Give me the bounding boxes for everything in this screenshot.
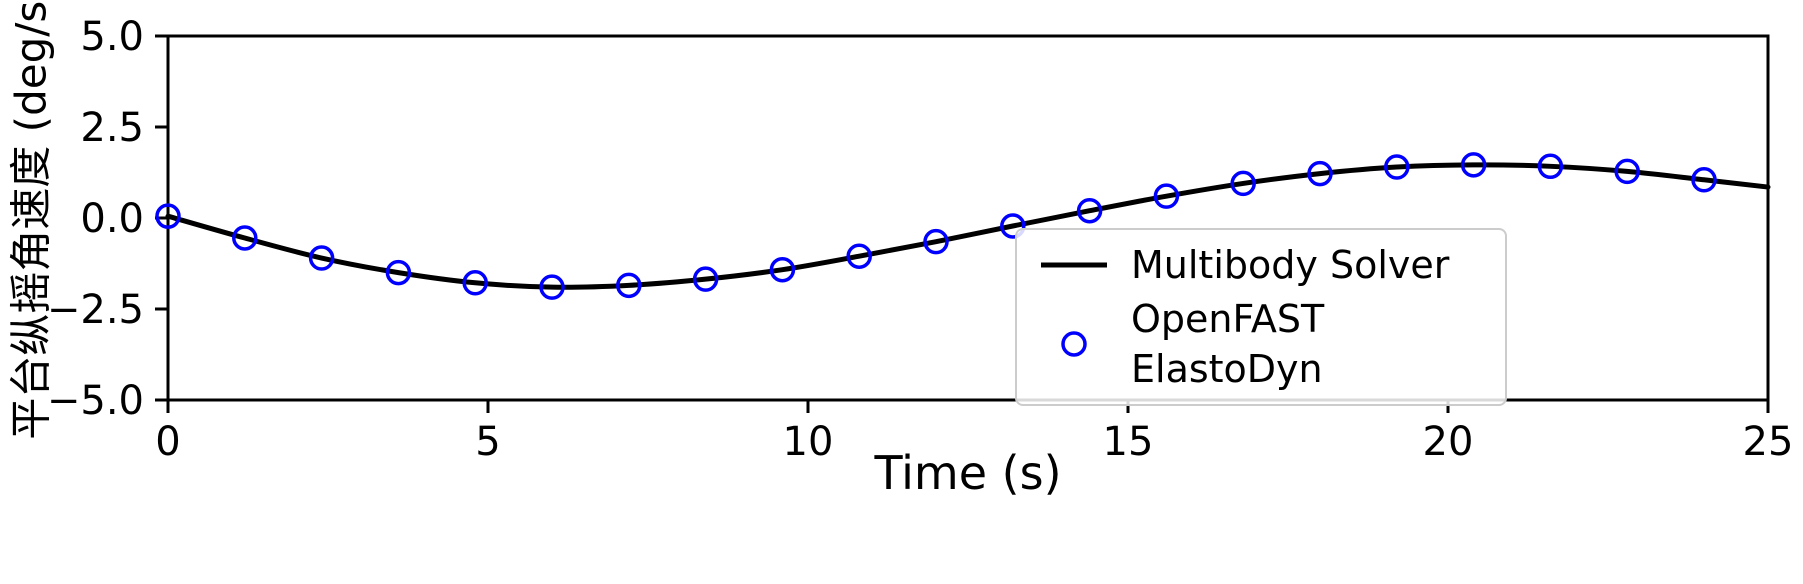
openfast-elastodyn-marker [1000,213,1026,239]
openfast-elastodyn-marker [462,270,488,296]
openfast-elastodyn-marker [846,243,872,269]
openfast-elastodyn-marker [1460,152,1487,178]
x-tick-label: 25 [1743,419,1794,465]
blue-open-circle-marker-swatch [1061,331,1087,357]
legend-item-multibody-solver: Multibody Solver [1037,240,1485,290]
openfast-elastodyn-marker [1153,183,1180,209]
y-tick-label: 5.0 [80,14,144,60]
legend-label-multibody-solver: Multibody Solver [1131,243,1450,287]
x-tick-label: 20 [1423,419,1474,465]
openfast-elastodyn-marker [1691,167,1717,193]
openfast-elastodyn-marker [1230,170,1256,197]
openfast-elastodyn-marker [769,256,796,283]
openfast-elastodyn-marker [1076,197,1103,224]
legend-label-openfast-elastodyn: OpenFAST ElastoDyn [1131,297,1325,391]
legend: Multibody Solver OpenFAST ElastoDyn [1015,228,1507,406]
openfast-elastodyn-marker [155,203,181,229]
multibody-solver-line [165,162,1771,290]
openfast-elastodyn-marker [1537,153,1564,180]
y-tick-label: 0.0 [80,196,144,242]
y-axis-label: 平台纵摇角速度 (deg/s) [6,0,56,440]
openfast-elastodyn-marker [1614,158,1640,185]
y-tick-label: −2.5 [47,287,144,333]
x-tick-label: 5 [475,419,500,465]
legend-item-openfast-elastodyn: OpenFAST ElastoDyn [1037,294,1485,394]
x-axis-label: Time (s) [874,446,1062,500]
y-tick-label: 2.5 [80,105,144,151]
openfast-elastodyn-marker [539,274,565,300]
openfast-elastodyn-marker [308,245,335,271]
openfast-elastodyn-marker [616,272,642,299]
black-line-swatch [1041,262,1107,268]
openfast-elastodyn-marker [1384,154,1410,180]
x-tick-label: 10 [783,419,834,465]
axes-frame [166,34,1770,402]
openfast-elastodyn-marker [923,228,949,255]
y-tick-label: −5.0 [47,378,144,424]
openfast-elastodyn-marker [232,225,258,251]
openfast-elastodyn-marker [1307,160,1333,187]
x-tick-label: 15 [1103,419,1154,465]
x-tick-label: 0 [155,419,180,465]
openfast-elastodyn-marker [692,266,719,292]
openfast-elastodyn-marker [385,259,412,286]
